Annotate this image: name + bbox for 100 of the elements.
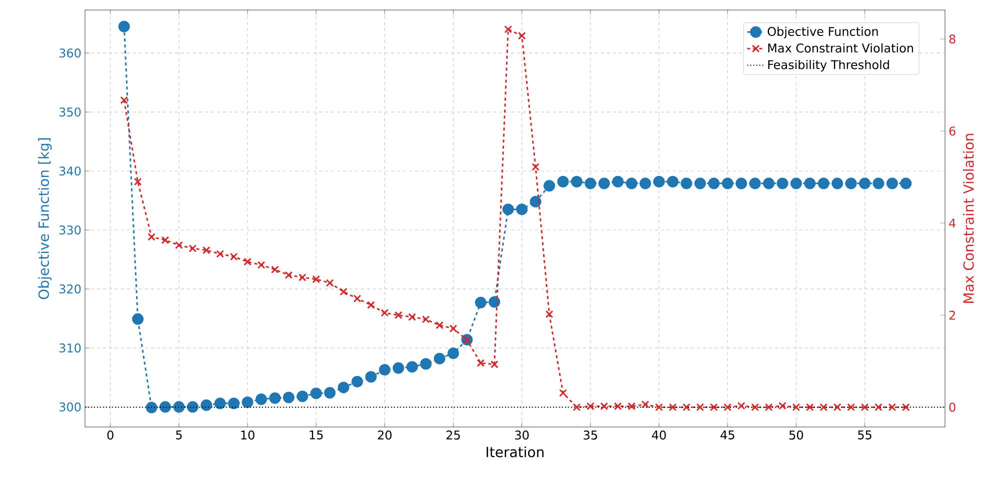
point bbox=[488, 296, 500, 308]
point bbox=[900, 178, 912, 190]
point bbox=[338, 382, 350, 394]
point bbox=[476, 359, 485, 367]
point bbox=[298, 273, 306, 282]
x-axis-title: Iteration bbox=[486, 446, 544, 458]
point bbox=[776, 178, 788, 190]
point bbox=[545, 310, 554, 318]
point bbox=[118, 20, 130, 32]
legend-label: Objective Function bbox=[768, 26, 878, 38]
point bbox=[271, 266, 279, 274]
x-tick-label: 40 bbox=[652, 430, 666, 440]
y-tick-label: 300 bbox=[59, 402, 81, 412]
point bbox=[394, 311, 402, 320]
point bbox=[888, 403, 896, 412]
point bbox=[626, 178, 638, 190]
point bbox=[200, 399, 212, 411]
point bbox=[378, 364, 390, 376]
point bbox=[242, 396, 254, 408]
x-tick-label: 55 bbox=[858, 430, 872, 440]
x-tick-label: 25 bbox=[446, 430, 460, 440]
point bbox=[230, 252, 238, 261]
point bbox=[132, 313, 144, 325]
point bbox=[216, 250, 224, 258]
point bbox=[202, 246, 210, 254]
y2-tick-label: 2 bbox=[949, 310, 955, 320]
point bbox=[668, 403, 677, 412]
x-tick-label: 45 bbox=[720, 430, 734, 440]
x-tick-label: 15 bbox=[310, 430, 323, 440]
point bbox=[530, 196, 542, 208]
point bbox=[474, 296, 486, 308]
y-tick-label: 310 bbox=[59, 343, 81, 352]
y2-axis-title: Max Constraint Violation bbox=[963, 134, 974, 303]
point bbox=[559, 388, 567, 397]
point bbox=[392, 362, 404, 374]
point bbox=[146, 402, 158, 414]
y2-tick-label: 4 bbox=[949, 218, 956, 228]
point bbox=[365, 371, 377, 383]
point bbox=[778, 402, 786, 410]
point bbox=[570, 176, 582, 188]
y2-tick-label: 8 bbox=[949, 34, 956, 44]
point bbox=[148, 232, 156, 241]
point bbox=[832, 178, 844, 190]
point bbox=[367, 301, 375, 309]
point bbox=[244, 258, 252, 266]
point bbox=[763, 178, 774, 190]
point bbox=[820, 403, 828, 412]
point bbox=[134, 178, 142, 186]
point bbox=[600, 402, 608, 410]
point bbox=[532, 163, 540, 171]
point bbox=[324, 387, 336, 399]
point bbox=[680, 178, 692, 190]
point bbox=[833, 403, 842, 412]
point bbox=[256, 394, 268, 406]
point bbox=[120, 96, 128, 104]
point bbox=[614, 402, 622, 410]
point bbox=[214, 398, 226, 410]
y-tick-label: 340 bbox=[59, 166, 81, 176]
point bbox=[284, 271, 293, 280]
point bbox=[859, 178, 871, 190]
y-tick-label: 330 bbox=[59, 225, 81, 235]
point bbox=[806, 403, 814, 412]
point bbox=[160, 401, 171, 413]
point bbox=[655, 403, 663, 412]
point bbox=[736, 178, 748, 190]
point bbox=[586, 402, 594, 410]
point bbox=[544, 180, 556, 192]
point bbox=[722, 178, 734, 190]
point bbox=[666, 176, 678, 188]
point bbox=[612, 176, 624, 188]
point bbox=[860, 403, 869, 412]
point bbox=[434, 352, 446, 364]
point bbox=[628, 402, 636, 410]
legend-label: Max Constraint Violation bbox=[768, 43, 914, 53]
point bbox=[902, 403, 910, 412]
point bbox=[326, 278, 334, 287]
x-tick-label: 20 bbox=[378, 430, 392, 440]
y-tick-label: 360 bbox=[59, 48, 81, 58]
point bbox=[340, 288, 348, 296]
point bbox=[872, 178, 884, 190]
point bbox=[874, 403, 882, 412]
point bbox=[598, 178, 610, 190]
point bbox=[724, 403, 732, 412]
x-tick-label: 50 bbox=[789, 430, 804, 440]
x-tick-label: 5 bbox=[176, 430, 182, 440]
point bbox=[422, 315, 430, 324]
point bbox=[886, 178, 898, 190]
point bbox=[188, 244, 197, 252]
x-tick-label: 30 bbox=[515, 430, 529, 440]
point bbox=[406, 361, 418, 373]
point bbox=[228, 398, 240, 410]
point bbox=[502, 204, 514, 216]
point bbox=[310, 388, 322, 400]
point bbox=[584, 178, 596, 190]
point bbox=[312, 275, 320, 284]
point bbox=[436, 321, 444, 330]
y-tick-label: 350 bbox=[59, 107, 81, 117]
point bbox=[764, 403, 773, 412]
point bbox=[749, 178, 761, 190]
x-tick-label: 10 bbox=[241, 430, 254, 440]
